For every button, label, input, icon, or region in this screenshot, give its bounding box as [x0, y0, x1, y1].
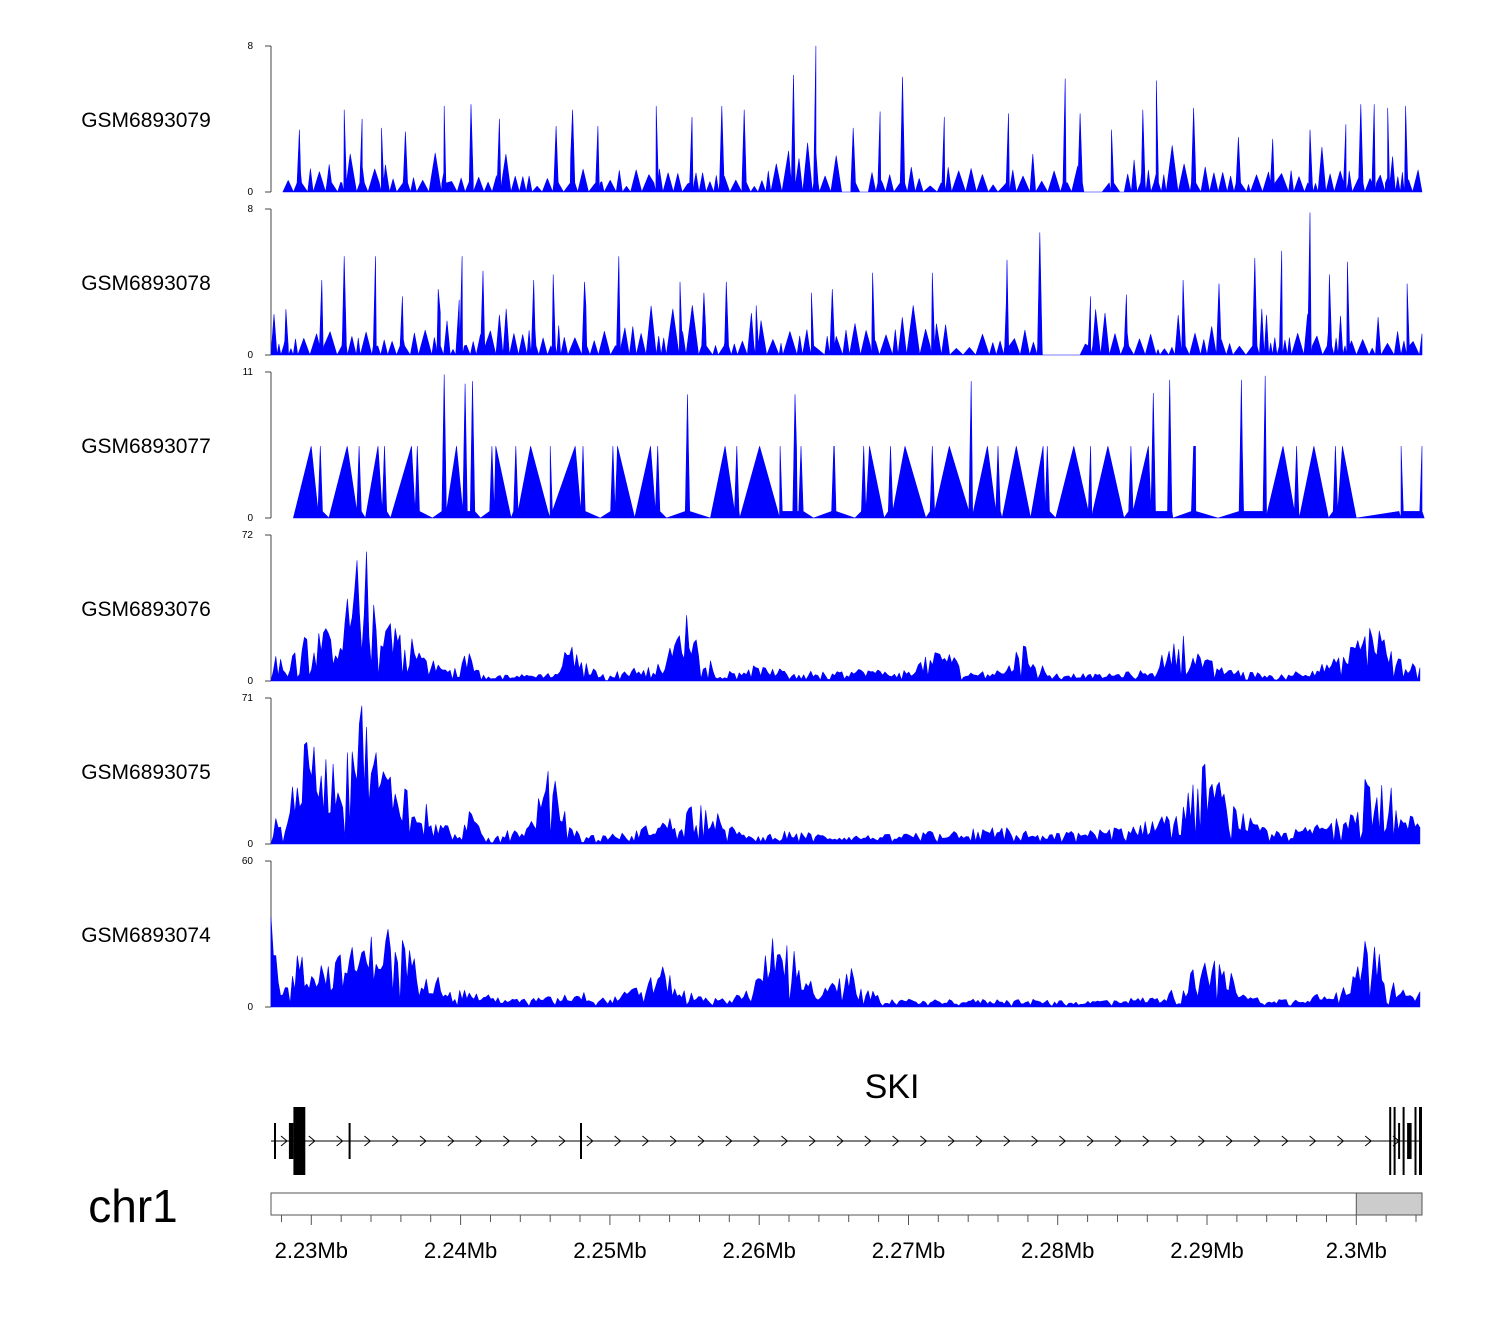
- gene-name-label: SKI: [865, 1068, 920, 1106]
- chromosome-ideogram: [270, 1192, 1423, 1216]
- coverage-area-GSM6893079: [282, 45, 1423, 193]
- strand-arrow: [725, 1135, 733, 1147]
- track-label-GSM6893078: GSM6893078: [81, 272, 211, 295]
- x-tick-label: 2.29Mb: [1170, 1238, 1243, 1263]
- x-tick-label: 2.24Mb: [424, 1238, 497, 1263]
- x-tick-label: 2.25Mb: [573, 1238, 646, 1263]
- strand-arrow: [475, 1135, 483, 1147]
- coverage-area-GSM6893077: [293, 374, 1425, 519]
- strand-arrow: [586, 1135, 594, 1147]
- exon: [288, 1123, 294, 1159]
- ideogram-highlight: [1355, 1192, 1423, 1216]
- strand-arrow: [614, 1135, 622, 1147]
- strand-arrow: [419, 1135, 427, 1147]
- track-GSM6893074: GSM6893074 60 0: [81, 856, 1421, 1013]
- track-label-GSM6893075: GSM6893075: [81, 761, 211, 784]
- strand-arrow: [753, 1135, 761, 1147]
- strand-arrow: [642, 1135, 650, 1147]
- strand-arrow: [1086, 1135, 1094, 1147]
- x-tick-label: 2.26Mb: [723, 1238, 796, 1263]
- x-tick-label: 2.27Mb: [872, 1238, 945, 1263]
- strand-arrow: [975, 1135, 983, 1147]
- exon: [580, 1123, 582, 1159]
- strand-arrow: [280, 1135, 288, 1147]
- exon: [1419, 1107, 1422, 1175]
- strand-arrow: [1253, 1135, 1261, 1147]
- strand-arrow: [1225, 1135, 1233, 1147]
- track-GSM6893079: GSM6893079 8 0: [81, 41, 1423, 198]
- strand-arrow: [336, 1135, 344, 1147]
- exon: [1398, 1123, 1401, 1159]
- x-tick-label: 2.23Mb: [275, 1238, 348, 1263]
- strand-arrow: [503, 1135, 511, 1147]
- strand-arrow: [447, 1135, 455, 1147]
- strand-arrow: [530, 1135, 538, 1147]
- track-label-GSM6893074: GSM6893074: [81, 924, 211, 947]
- gene-track: SKI: [271, 1068, 1422, 1175]
- coverage-area-GSM6893075: [270, 705, 1421, 845]
- strand-arrow: [1337, 1135, 1345, 1147]
- strand-arrow: [391, 1135, 399, 1147]
- strand-arrow: [669, 1135, 677, 1147]
- strand-arrow: [1364, 1135, 1372, 1147]
- strand-arrow: [364, 1135, 372, 1147]
- exon: [348, 1123, 351, 1159]
- strand-arrow: [1170, 1135, 1178, 1147]
- strand-arrow: [1281, 1135, 1289, 1147]
- exon: [1393, 1107, 1396, 1175]
- y-axis-max-label: 60: [242, 856, 254, 867]
- strand-arrow: [1059, 1135, 1067, 1147]
- strand-arrow: [836, 1135, 844, 1147]
- exon: [274, 1123, 276, 1159]
- strand-arrow: [808, 1135, 816, 1147]
- y-axis-min-label: 0: [247, 350, 253, 361]
- y-axis-max-label: 71: [242, 693, 254, 704]
- track-label-GSM6893077: GSM6893077: [81, 435, 211, 458]
- x-tick-label: 2.3Mb: [1326, 1238, 1387, 1263]
- exon: [1414, 1107, 1417, 1175]
- track-GSM6893075: GSM6893075 71 0: [81, 693, 1421, 850]
- track-GSM6893076: GSM6893076 72 0: [81, 530, 1421, 687]
- y-axis-max-label: 8: [247, 204, 253, 215]
- y-axis-min-label: 0: [247, 513, 253, 524]
- track-label-GSM6893076: GSM6893076: [81, 598, 211, 621]
- y-axis-min-label: 0: [247, 676, 253, 687]
- strand-arrow: [697, 1135, 705, 1147]
- coverage-area-GSM6893074: [270, 916, 1421, 1008]
- strand-arrow: [892, 1135, 900, 1147]
- strand-arrow: [920, 1135, 928, 1147]
- strand-arrow: [308, 1135, 316, 1147]
- coverage-area-GSM6893076: [270, 551, 1421, 682]
- exon: [293, 1107, 306, 1175]
- strand-arrow: [947, 1135, 955, 1147]
- exon: [1407, 1123, 1412, 1159]
- y-axis-min-label: 0: [247, 1002, 253, 1013]
- strand-arrow: [1114, 1135, 1122, 1147]
- coverage-area-GSM6893078: [270, 212, 1423, 356]
- y-axis-max-label: 8: [247, 41, 253, 52]
- coverage-tracks: GSM689307980GSM689307880GSM6893077110GSM…: [81, 41, 1425, 1013]
- chromosome-label: chr1: [88, 1180, 177, 1232]
- exon: [1389, 1107, 1392, 1175]
- track-label-GSM6893079: GSM6893079: [81, 109, 211, 132]
- genome-axis: chr1 2.23Mb 2.24Mb 2.25Mb 2.26Mb 2.27Mb 2.28M…: [88, 1180, 1423, 1263]
- strand-arrow: [1309, 1135, 1317, 1147]
- strand-arrow: [781, 1135, 789, 1147]
- track-GSM6893077: GSM6893077 11 0: [81, 367, 1425, 524]
- x-tick-label: 2.28Mb: [1021, 1238, 1094, 1263]
- y-axis-min-label: 0: [247, 187, 253, 198]
- strand-arrow: [1142, 1135, 1150, 1147]
- track-GSM6893078: GSM6893078 8 0: [81, 204, 1423, 361]
- strand-arrow: [864, 1135, 872, 1147]
- strand-arrow: [1003, 1135, 1011, 1147]
- strand-arrow: [1031, 1135, 1039, 1147]
- y-axis-max-label: 11: [243, 367, 254, 378]
- y-axis-min-label: 0: [247, 839, 253, 850]
- strand-arrow: [558, 1135, 566, 1147]
- y-axis-max-label: 72: [242, 530, 254, 541]
- strand-arrow: [1198, 1135, 1206, 1147]
- exon: [1402, 1107, 1405, 1175]
